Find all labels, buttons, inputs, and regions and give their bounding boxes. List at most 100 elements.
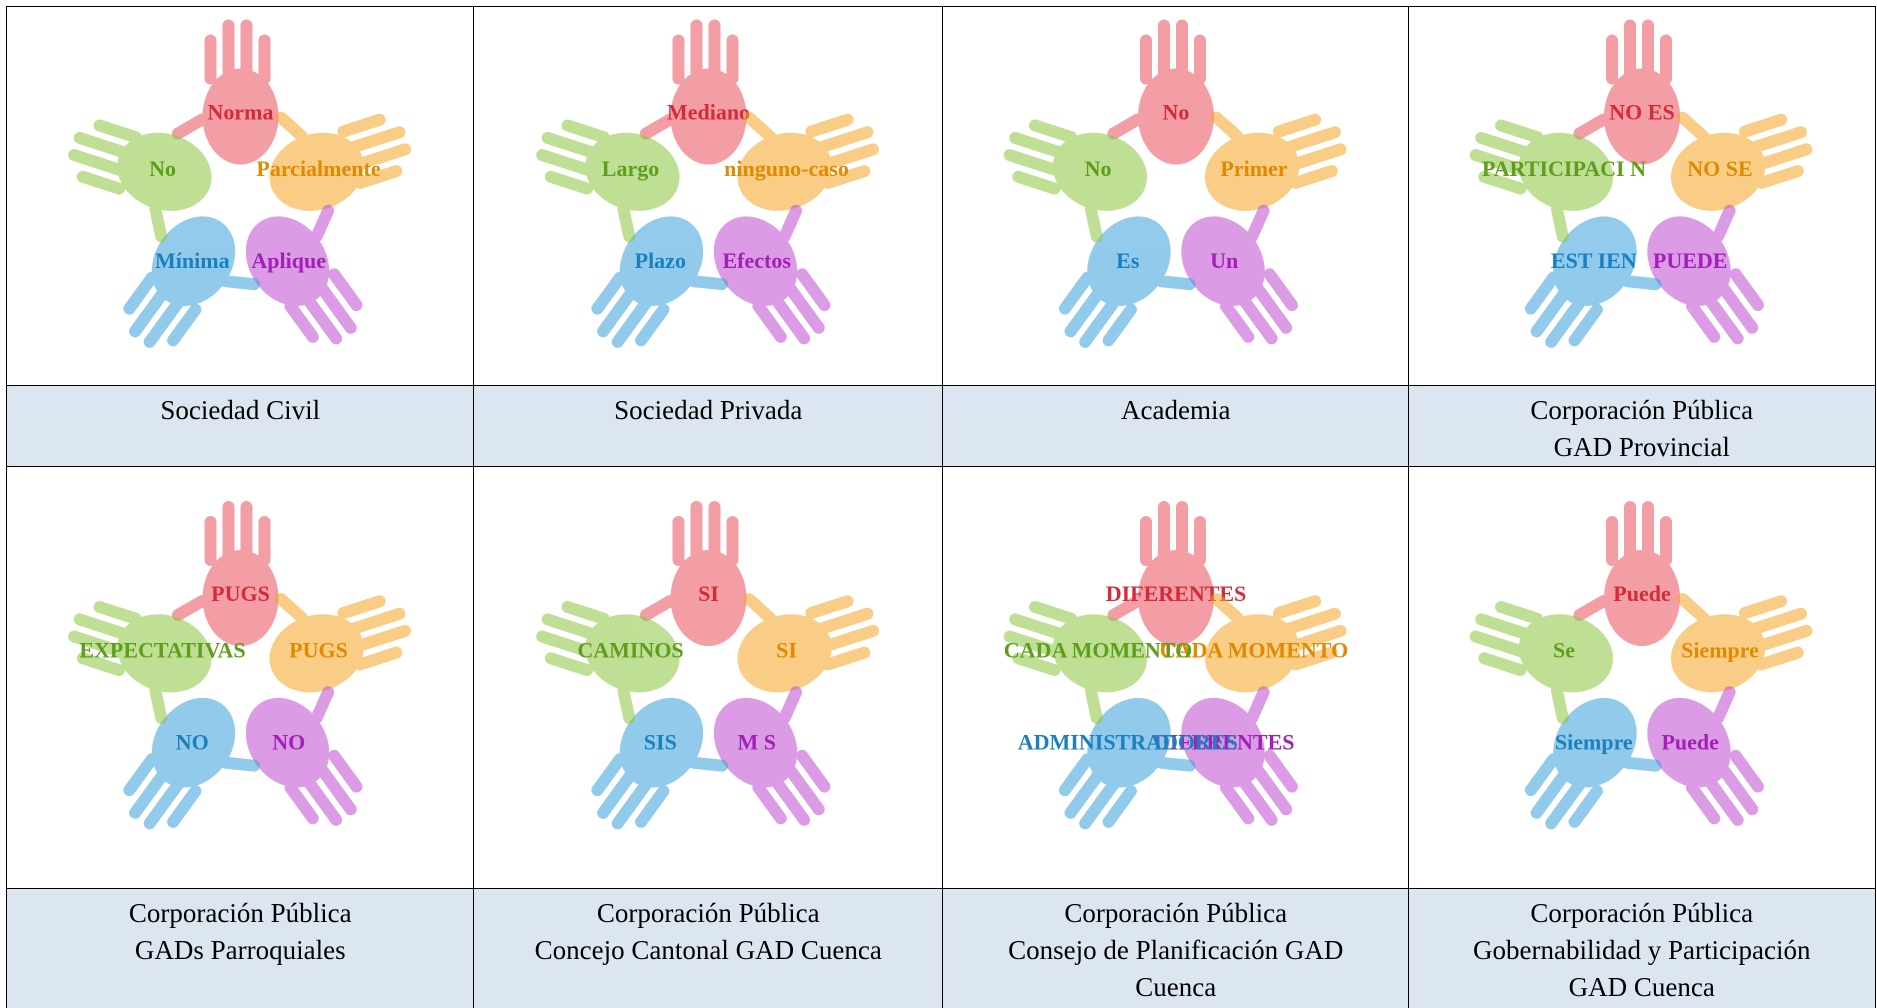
- finger: [811, 607, 874, 637]
- thumb: [688, 756, 729, 772]
- finger: [240, 501, 253, 566]
- cloud-word: Puede: [1613, 581, 1671, 606]
- thumb: [1107, 595, 1144, 621]
- hand: [68, 119, 212, 243]
- finger: [1744, 607, 1807, 637]
- finger: [1234, 770, 1278, 826]
- finger: [222, 501, 235, 566]
- thumb: [275, 593, 308, 624]
- finger: [1272, 595, 1322, 620]
- thumb: [1676, 111, 1710, 143]
- finger: [129, 763, 173, 819]
- finger: [1278, 126, 1341, 155]
- thumb: [1210, 593, 1244, 624]
- finger: [343, 607, 406, 637]
- finger: [561, 119, 610, 144]
- thumb: [1676, 593, 1710, 624]
- finger: [672, 34, 685, 85]
- caption-line: Corporación Pública: [596, 898, 820, 928]
- palm: [1181, 697, 1265, 788]
- finger: [1003, 630, 1067, 659]
- thumb: [743, 593, 776, 624]
- finger: [781, 278, 825, 334]
- hand: [1204, 593, 1347, 693]
- finger: [129, 282, 173, 338]
- cloud-word: ninguno-caso: [724, 156, 849, 181]
- finger: [1194, 34, 1206, 85]
- caption-cell: Academia: [942, 385, 1410, 468]
- finger: [1140, 34, 1152, 85]
- hand: [1647, 204, 1764, 345]
- word-cloud: PUGS PUGS NO NO EXPECTATIVAS: [68, 501, 411, 830]
- finger: [1289, 165, 1338, 189]
- finger: [1750, 143, 1813, 172]
- finger: [1624, 19, 1636, 85]
- finger: [1219, 300, 1255, 343]
- finger: [1545, 774, 1589, 830]
- cloud-word: Parcialmente: [256, 156, 380, 181]
- thumb: [220, 756, 261, 772]
- finger: [690, 501, 703, 566]
- cloud-word: EST IEN: [1551, 248, 1637, 273]
- palm: [202, 550, 279, 646]
- palm: [713, 216, 798, 307]
- finger: [1606, 516, 1618, 566]
- word-cloud-cell: DIFERENTES CADA MOMENTO DIFERENTES ADMINIST…: [942, 466, 1410, 890]
- thumb: [778, 204, 803, 243]
- finger: [1475, 131, 1538, 161]
- palm: [1138, 550, 1214, 646]
- finger: [811, 126, 874, 155]
- palm: [737, 614, 832, 693]
- finger: [708, 501, 721, 566]
- hand: [1181, 204, 1298, 345]
- thumb: [1621, 275, 1662, 291]
- palm: [619, 216, 704, 307]
- cloud-word: NO: [272, 729, 305, 754]
- finger: [1263, 268, 1298, 312]
- finger: [635, 303, 670, 347]
- cloud-word: No: [1163, 100, 1190, 125]
- hand: [1469, 600, 1614, 724]
- hand: [737, 111, 879, 211]
- thumb: [688, 275, 729, 291]
- finger: [752, 300, 787, 343]
- finger: [1475, 613, 1538, 642]
- finger: [1530, 282, 1574, 338]
- finger: [611, 293, 655, 348]
- finger: [1029, 119, 1078, 144]
- word-cloud-cell: PUGS PUGS NO NO EXPECTATIVAS: [6, 466, 475, 890]
- finger: [1568, 303, 1603, 347]
- thumb: [1712, 686, 1736, 724]
- thumb: [617, 684, 636, 724]
- hand: [1469, 119, 1614, 243]
- finger: [536, 630, 599, 659]
- thumb: [149, 203, 168, 243]
- word-cloud-cell: SI SI M S SIS CAMINOS: [473, 466, 944, 890]
- finger: [348, 143, 411, 172]
- palm: [1647, 216, 1731, 307]
- finger: [1495, 119, 1544, 144]
- cloud-word: Mínima: [155, 248, 230, 273]
- palm: [1647, 697, 1731, 788]
- thumb: [639, 113, 677, 140]
- caption-cell: Corporación Pública GADs Parroquiales: [6, 888, 475, 1008]
- finger: [1029, 600, 1078, 625]
- thumb: [1573, 113, 1610, 140]
- finger: [1079, 774, 1123, 830]
- thumb: [617, 203, 636, 243]
- cloud-word: Siempre: [1555, 729, 1633, 754]
- palm: [619, 697, 704, 788]
- finger: [1660, 34, 1672, 85]
- cloud-word: EXPECTATIVAS: [79, 638, 245, 663]
- finger: [1079, 293, 1123, 348]
- palm: [1204, 614, 1300, 693]
- finger: [123, 271, 158, 315]
- finger: [1064, 282, 1108, 338]
- finger: [143, 293, 187, 348]
- finger: [690, 19, 703, 85]
- caption-cell: Corporación Pública Gobernabilidad y Part…: [1408, 888, 1876, 1008]
- finger: [93, 600, 142, 625]
- thumb: [639, 595, 677, 621]
